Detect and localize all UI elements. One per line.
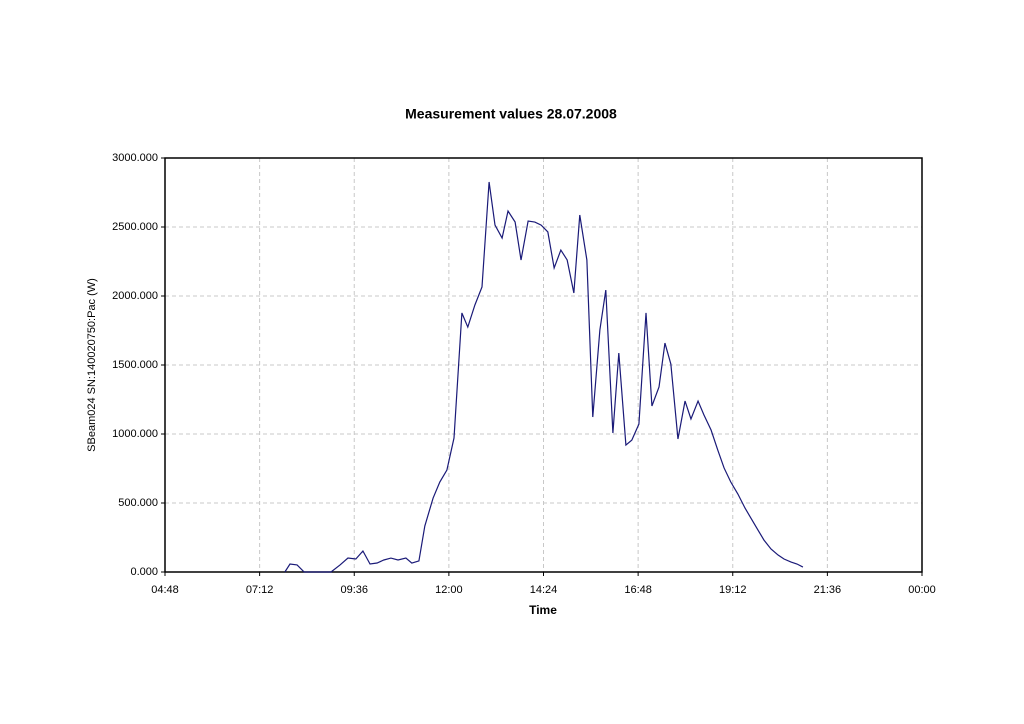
x-tick-label: 21:36 [814,584,842,596]
x-tick-label: 12:00 [435,584,463,596]
y-tick-label: 500.000 [118,497,158,509]
x-axis-label: Time [529,603,557,617]
y-tick-label: 1500.000 [112,359,158,371]
y-tick-label: 3000.000 [112,152,158,164]
x-tick-label: 00:00 [908,584,936,596]
y-tick-label: 2000.000 [112,290,158,302]
x-tick-label: 19:12 [719,584,747,596]
x-tick-label: 07:12 [246,584,274,596]
y-tick-label: 1000.000 [112,428,158,440]
x-tick-label: 04:48 [151,584,179,596]
x-tick-label: 14:24 [530,584,558,596]
data-line [284,181,804,573]
y-tick-label: 2500.000 [112,221,158,233]
x-tick-label: 09:36 [340,584,368,596]
chart-title: Measurement values 28.07.2008 [405,106,617,122]
y-tick-label: 0.000 [130,566,158,578]
x-tick-label: 16:48 [624,584,652,596]
y-axis-label: SBeam024 SN:140020750:Pac (W) [86,278,98,452]
plot-frame [164,157,923,573]
